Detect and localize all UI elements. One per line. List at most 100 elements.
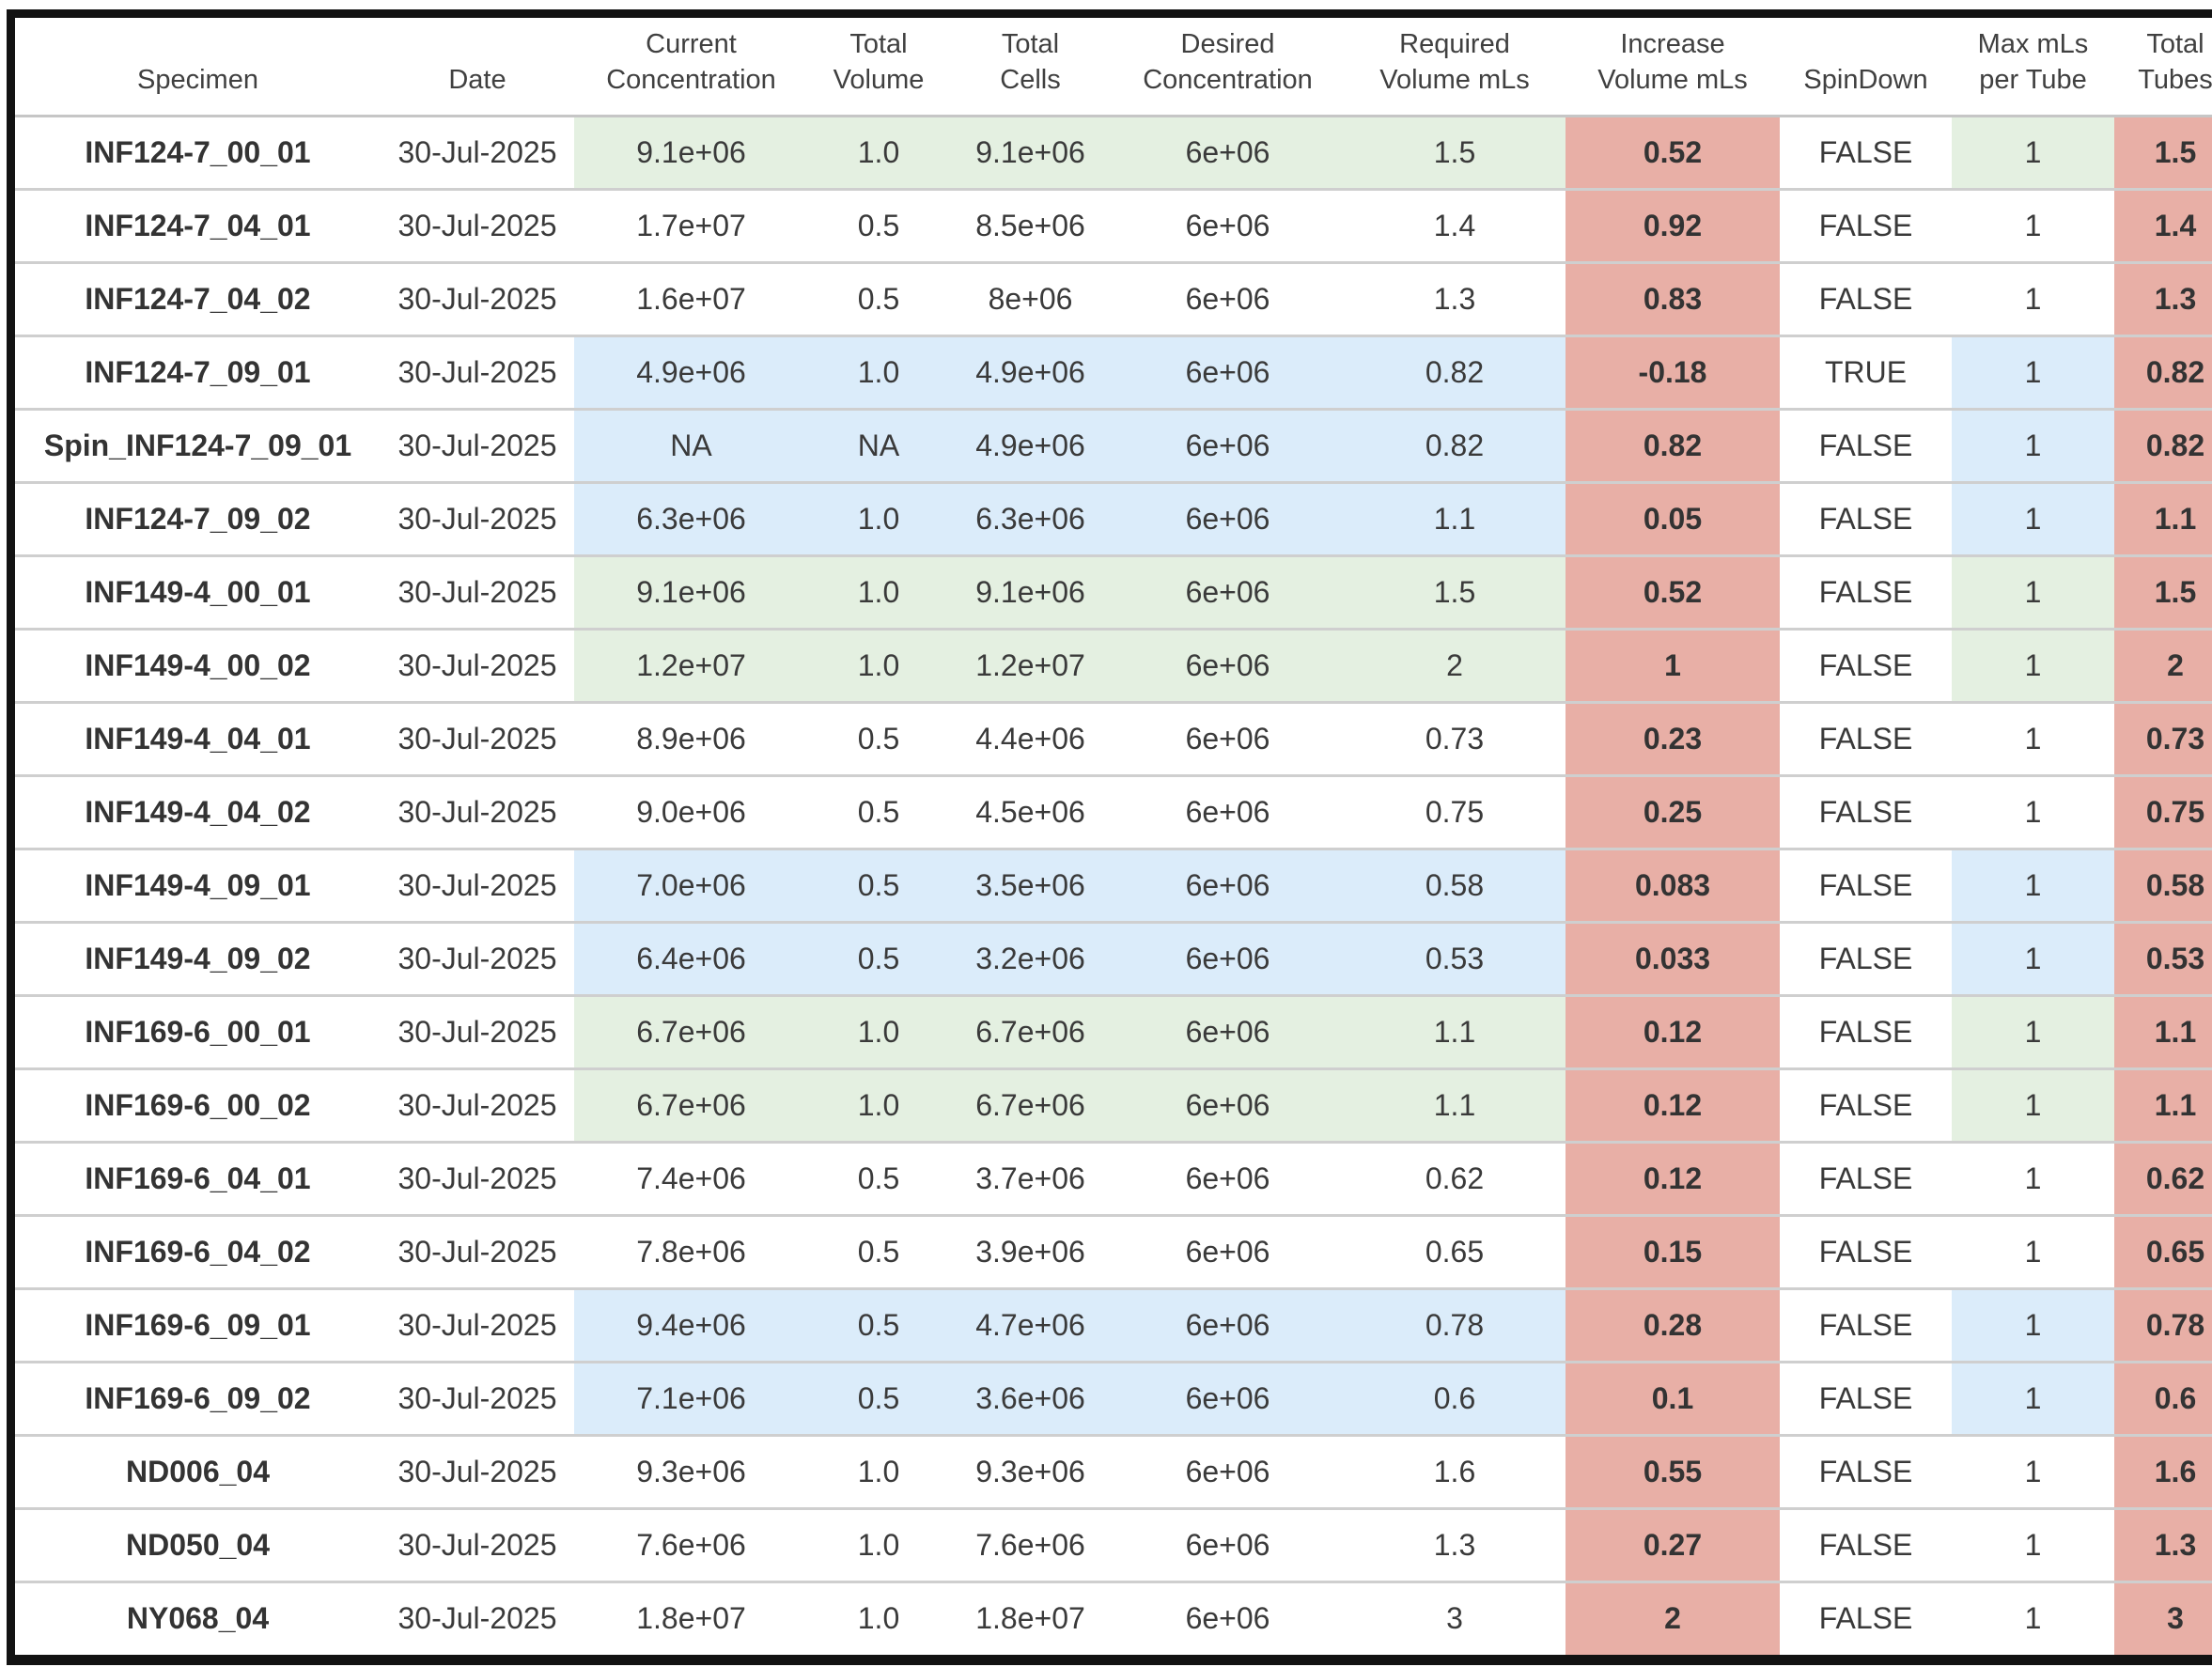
cell-max-mls-per-tube: 1 [1952,1068,2114,1144]
table-row: INF149-4_04_02 30-Jul-2025 9.0e+06 0.5 4.5e+… [15,775,2212,850]
cell-date: 30-Jul-2025 [381,1362,574,1437]
cell-desired-concentration: 6e+06 [1112,189,1344,264]
cell-required-volume-mls: 0.62 [1344,1142,1566,1217]
cell-total-volume: 0.5 [808,1215,949,1290]
cell-current-concentration: 7.8e+06 [574,1215,808,1290]
cell-increase-volume-mls: 0.05 [1566,482,1780,557]
cell-current-concentration: 9.4e+06 [574,1288,808,1363]
cell-spindown: FALSE [1780,1508,1952,1583]
cell-spindown: FALSE [1780,629,1952,704]
cell-spindown: FALSE [1780,116,1952,191]
cell-max-mls-per-tube: 1 [1952,1435,2114,1510]
cell-total-volume: 0.5 [808,1142,949,1217]
cell-spindown: FALSE [1780,775,1952,850]
cell-total-cells: 3.5e+06 [949,849,1112,924]
cell-current-concentration: 7.4e+06 [574,1142,808,1217]
cell-desired-concentration: 6e+06 [1112,335,1344,411]
cell-max-mls-per-tube: 1 [1952,702,2114,777]
cell-required-volume-mls: 1.4 [1344,189,1566,264]
cell-desired-concentration: 6e+06 [1112,262,1344,337]
cell-date: 30-Jul-2025 [381,1068,574,1144]
table-row: INF169-6_04_02 30-Jul-2025 7.8e+06 0.5 3.9e+… [15,1215,2212,1290]
cell-increase-volume-mls: 0.55 [1566,1435,1780,1510]
cell-spindown: FALSE [1780,1435,1952,1510]
cell-date: 30-Jul-2025 [381,335,574,411]
cell-date: 30-Jul-2025 [381,1581,574,1655]
cell-total-cells: 1.8e+07 [949,1581,1112,1655]
col-header-increase-volume-mls: Increase Volume mLs [1566,18,1780,117]
cell-total-tubes: 1.3 [2114,262,2212,337]
col-header-spindown: SpinDown [1780,18,1952,117]
cell-date: 30-Jul-2025 [381,775,574,850]
cell-spindown: FALSE [1780,262,1952,337]
cell-total-volume: NA [808,409,949,484]
table-row: INF149-4_04_01 30-Jul-2025 8.9e+06 0.5 4.4e+… [15,702,2212,777]
table-row: INF169-6_00_01 30-Jul-2025 6.7e+06 1.0 6.7e+… [15,995,2212,1070]
table-row: Spin_INF124-7_09_01 30-Jul-2025 NA NA 4.9e+0… [15,409,2212,484]
cell-total-volume: 1.0 [808,1435,949,1510]
cell-date: 30-Jul-2025 [381,555,574,631]
cell-total-volume: 1.0 [808,995,949,1070]
cell-total-volume: 1.0 [808,1068,949,1144]
cell-total-volume: 0.5 [808,849,949,924]
cell-max-mls-per-tube: 1 [1952,189,2114,264]
cell-total-cells: 4.9e+06 [949,409,1112,484]
cell-spindown: FALSE [1780,922,1952,997]
cell-total-volume: 1.0 [808,116,949,191]
table-row: INF149-4_00_02 30-Jul-2025 1.2e+07 1.0 1.2e+… [15,629,2212,704]
cell-max-mls-per-tube: 1 [1952,1508,2114,1583]
cell-max-mls-per-tube: 1 [1952,995,2114,1070]
cell-specimen: INF169-6_00_02 [15,1068,381,1144]
cell-date: 30-Jul-2025 [381,702,574,777]
cell-current-concentration: 6.3e+06 [574,482,808,557]
cell-specimen: NY068_04 [15,1581,381,1655]
cell-increase-volume-mls: 0.82 [1566,409,1780,484]
col-header-desired-concentration: Desired Concentration [1112,18,1344,117]
cell-total-tubes: 0.53 [2114,922,2212,997]
cell-total-cells: 4.5e+06 [949,775,1112,850]
cell-specimen: INF169-6_09_01 [15,1288,381,1363]
cell-desired-concentration: 6e+06 [1112,849,1344,924]
table-row: INF149-4_09_01 30-Jul-2025 7.0e+06 0.5 3.5e+… [15,849,2212,924]
cell-desired-concentration: 6e+06 [1112,1215,1344,1290]
cell-total-volume: 0.5 [808,262,949,337]
cell-desired-concentration: 6e+06 [1112,116,1344,191]
cell-total-tubes: 1.6 [2114,1435,2212,1510]
cell-total-cells: 7.6e+06 [949,1508,1112,1583]
cell-max-mls-per-tube: 1 [1952,1288,2114,1363]
cell-current-concentration: 4.9e+06 [574,335,808,411]
col-header-total-cells: Total Cells [949,18,1112,117]
cell-date: 30-Jul-2025 [381,262,574,337]
cell-required-volume-mls: 0.82 [1344,409,1566,484]
cell-date: 30-Jul-2025 [381,995,574,1070]
cell-spindown: FALSE [1780,1288,1952,1363]
cell-current-concentration: 1.7e+07 [574,189,808,264]
col-header-total-volume: Total Volume [808,18,949,117]
cell-total-tubes: 1.1 [2114,1068,2212,1144]
cell-required-volume-mls: 1.5 [1344,555,1566,631]
table-row: ND006_04 30-Jul-2025 9.3e+06 1.0 9.3e+06 6e+0… [15,1435,2212,1510]
cell-current-concentration: 1.2e+07 [574,629,808,704]
cell-specimen: INF149-4_04_02 [15,775,381,850]
cell-increase-volume-mls: 0.12 [1566,995,1780,1070]
table-row: INF169-6_09_02 30-Jul-2025 7.1e+06 0.5 3.6e+… [15,1362,2212,1437]
cell-max-mls-per-tube: 1 [1952,1142,2114,1217]
cell-required-volume-mls: 1.1 [1344,1068,1566,1144]
cell-increase-volume-mls: 0.15 [1566,1215,1780,1290]
cell-total-cells: 9.1e+06 [949,555,1112,631]
table-row: INF169-6_09_01 30-Jul-2025 9.4e+06 0.5 4.7e+… [15,1288,2212,1363]
cell-current-concentration: 6.7e+06 [574,1068,808,1144]
cell-specimen: INF149-4_00_02 [15,629,381,704]
table-row: INF124-7_04_02 30-Jul-2025 1.6e+07 0.5 8e+06… [15,262,2212,337]
cell-desired-concentration: 6e+06 [1112,775,1344,850]
cell-required-volume-mls: 1.5 [1344,116,1566,191]
cell-specimen: INF149-4_00_01 [15,555,381,631]
cell-increase-volume-mls: 0.52 [1566,555,1780,631]
cell-date: 30-Jul-2025 [381,482,574,557]
cell-spindown: FALSE [1780,1068,1952,1144]
cell-required-volume-mls: 0.6 [1344,1362,1566,1437]
cell-max-mls-per-tube: 1 [1952,849,2114,924]
cell-total-cells: 9.3e+06 [949,1435,1112,1510]
cell-spindown: TRUE [1780,335,1952,411]
cell-total-cells: 6.7e+06 [949,995,1112,1070]
